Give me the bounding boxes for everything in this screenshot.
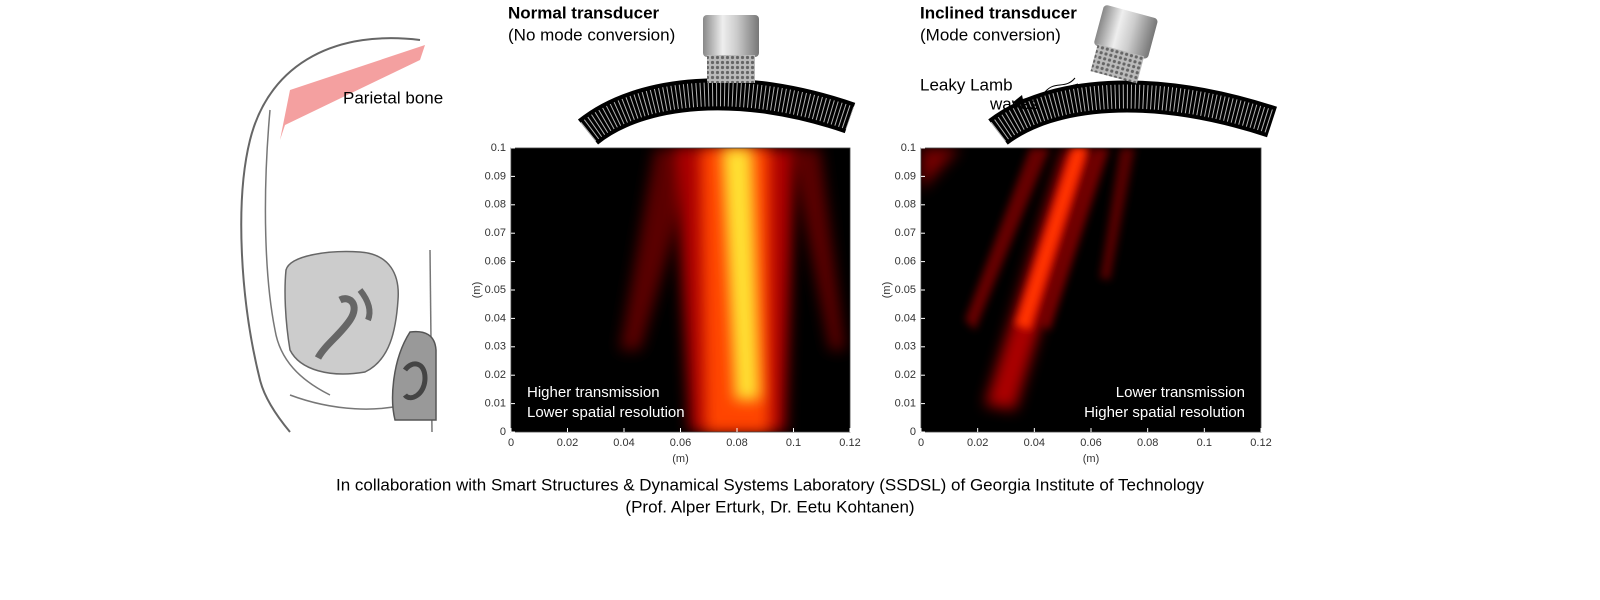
y-tick-label: 0.05 — [485, 284, 506, 296]
panel-title: Inclined transducer — [920, 3, 1077, 22]
panel-title: Normal transducer — [508, 3, 660, 22]
y-tick-label: 0.02 — [485, 369, 506, 381]
y-tick-label: 0.03 — [485, 341, 506, 353]
y-tick-label: 0.04 — [485, 312, 506, 324]
x-tick-label: 0 — [918, 437, 924, 449]
y-tick-label: 0.01 — [485, 398, 506, 410]
transducer-inclined — [988, 5, 1277, 145]
x-axis-label: (m) — [672, 453, 689, 465]
panel-subtitle: (Mode conversion) — [920, 25, 1061, 44]
heatmap — [921, 148, 1261, 432]
y-tick-label: 0.06 — [895, 256, 916, 268]
y-tick-label: 0.09 — [895, 170, 916, 182]
annotation: Lower transmission — [1116, 384, 1245, 401]
x-axis-label: (m) — [1083, 453, 1100, 465]
footer: (Prof. Alper Erturk, Dr. Eetu Kohtanen) — [625, 497, 914, 516]
y-tick-label: 0.07 — [485, 227, 506, 239]
x-tick-label: 0.06 — [670, 437, 691, 449]
x-tick-label: 0.04 — [1024, 437, 1045, 449]
x-tick-label: 0.02 — [557, 437, 578, 449]
x-tick-label: 0.1 — [1197, 437, 1212, 449]
panel-subtitle: (No mode conversion) — [508, 25, 675, 44]
y-tick-label: 0.04 — [895, 312, 916, 324]
x-tick-label: 0.04 — [613, 437, 634, 449]
y-tick-label: 0.06 — [485, 256, 506, 268]
x-tick-label: 0.12 — [839, 437, 860, 449]
label: waves — [989, 94, 1038, 113]
skull-illustration — [240, 37, 437, 433]
annotation: Higher transmission — [527, 384, 660, 401]
y-tick-label: 0 — [910, 426, 916, 438]
heatmap — [511, 148, 850, 432]
x-tick-label: 0 — [508, 437, 514, 449]
x-tick-label: 0.02 — [967, 437, 988, 449]
y-tick-label: 0.05 — [895, 284, 916, 296]
x-tick-label: 0.12 — [1250, 437, 1271, 449]
annotation: Higher spatial resolution — [1084, 404, 1245, 421]
y-tick-label: 0.09 — [485, 170, 506, 182]
y-tick-label: 0.08 — [895, 199, 916, 211]
x-tick-label: 0.08 — [1137, 437, 1158, 449]
y-tick-label: 0.1 — [491, 142, 506, 154]
x-tick-label: 0.06 — [1080, 437, 1101, 449]
y-axis-label: (m) — [471, 282, 483, 299]
y-axis-label: (m) — [881, 282, 893, 299]
label: Leaky Lamb — [920, 75, 1013, 94]
y-tick-label: 0.03 — [895, 341, 916, 353]
footer: In collaboration with Smart Structures &… — [336, 475, 1205, 494]
transducer-normal — [577, 15, 856, 145]
annotation: Lower spatial resolution — [527, 404, 685, 421]
y-tick-label: 0.07 — [895, 227, 916, 239]
label: Parietal bone — [343, 88, 443, 107]
y-tick-label: 0.02 — [895, 369, 916, 381]
y-tick-label: 0 — [500, 426, 506, 438]
y-tick-label: 0.01 — [895, 398, 916, 410]
y-tick-label: 0.1 — [901, 142, 916, 154]
x-tick-label: 0.1 — [786, 437, 801, 449]
y-tick-label: 0.08 — [485, 199, 506, 211]
x-tick-label: 0.08 — [726, 437, 747, 449]
